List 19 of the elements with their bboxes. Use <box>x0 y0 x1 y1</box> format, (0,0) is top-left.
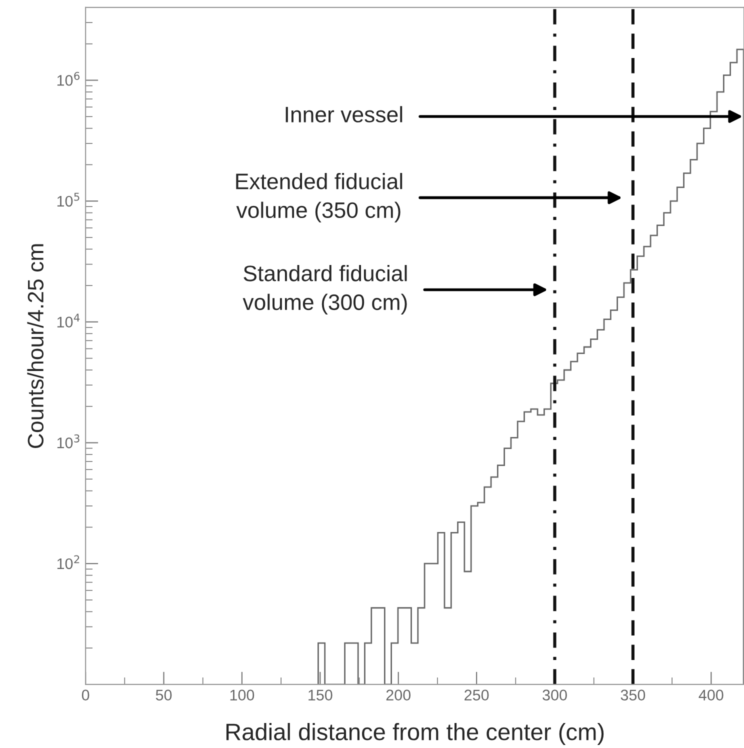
annotation: Standard fiducial volume (300 cm) <box>242 265 407 314</box>
y-tick-label: 10$^{6}$ <box>57 72 80 86</box>
x-tick-label: 100 <box>230 690 254 701</box>
x-tick-label: 50 <box>156 690 172 701</box>
x-tick-label: 150 <box>308 690 332 701</box>
x-tick-label: 400 <box>698 690 724 701</box>
annotation: Extended fiducial volume (350 cm) <box>236 172 402 222</box>
y-tick-label: 10$^{3}$ <box>57 434 80 448</box>
y-tick-label: 10$^{5}$ <box>57 192 80 207</box>
y-axis-title: Counts/hour/4.25 cm <box>27 244 44 448</box>
y-tick-label: 10$^{4}$ <box>57 314 80 328</box>
x-tick-label: 250 <box>464 690 489 701</box>
x-tick-label: 300 <box>542 690 567 701</box>
annotation: Inner vessel <box>286 106 402 122</box>
x-axis-title: Radial distance from the center (cm) <box>226 722 604 745</box>
y-tick-label: 10$^{2}$ <box>57 555 80 570</box>
x-tick-label: 350 <box>620 690 646 701</box>
x-tick-label: 200 <box>386 690 411 701</box>
x-tick-label: 0 <box>82 690 90 701</box>
